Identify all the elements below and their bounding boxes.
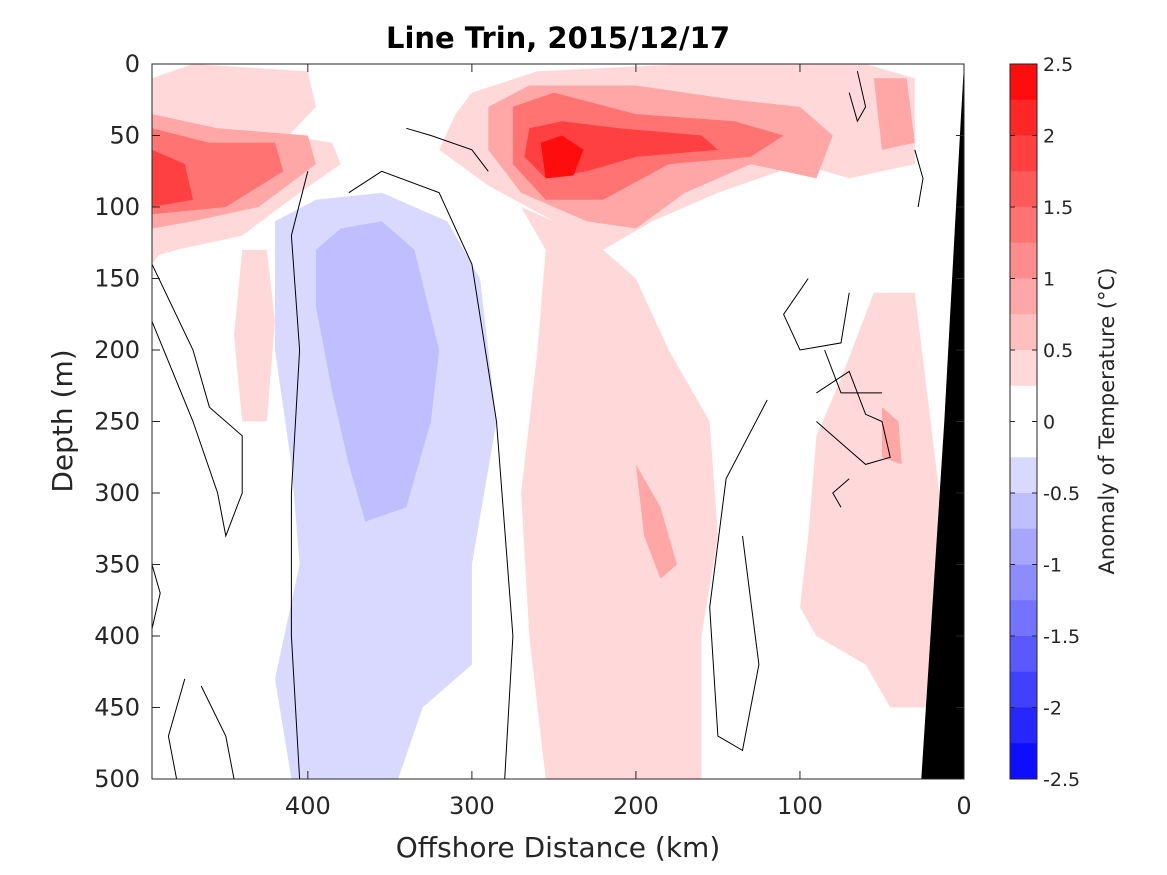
colorbar-swatch [1010, 99, 1037, 136]
colorbar-title: Anomaly of Temperature (°C) [1095, 268, 1119, 575]
zero-contour [816, 370, 891, 465]
anomaly-region [521, 207, 718, 779]
y-axis: 0 50 100 150 200 250 300 350 400 450 500 [94, 50, 964, 793]
chart-title: Line Trin, 2015/12/17 [386, 21, 730, 55]
colorbar-swatch [1010, 314, 1037, 351]
anomaly-region [234, 249, 275, 422]
y-tick-label: 150 [94, 265, 140, 293]
zero-contour [709, 399, 768, 752]
x-tick-label: 0 [956, 792, 971, 820]
colorbar-swatch [1010, 385, 1037, 422]
x-tick-label: 100 [777, 792, 823, 820]
y-tick-label: 500 [94, 765, 140, 793]
anomaly-region [540, 135, 584, 179]
colorbar-swatch [1010, 743, 1037, 780]
x-axis: 400 300 200 100 0 [285, 64, 972, 820]
zero-contour [914, 149, 924, 208]
y-tick-label: 100 [94, 193, 140, 221]
anomaly-region [800, 292, 940, 708]
colorbar-swatch [1010, 636, 1037, 673]
zero-contour [290, 171, 309, 779]
colorbar-tick-label: -1 [1043, 555, 1062, 577]
y-tick-label: 250 [94, 408, 140, 436]
anomaly-fields [152, 64, 940, 779]
colorbar-swatch [1010, 278, 1037, 315]
colorbar-swatch [1010, 457, 1037, 494]
colorbar-swatch [1010, 350, 1037, 387]
y-tick-label: 350 [94, 551, 140, 579]
colorbar-tick-label: -1.5 [1043, 626, 1080, 648]
colorbar-tick-label: -2 [1043, 698, 1062, 720]
zero-contour [406, 127, 489, 172]
zero-contour [152, 263, 243, 538]
colorbar-tick-label: 2.5 [1043, 54, 1073, 76]
colorbar-tick-label: 0.5 [1043, 340, 1073, 362]
anomaly-region [882, 407, 902, 465]
plot-area [152, 64, 964, 779]
zero-contour [167, 678, 186, 779]
zero-contours [152, 71, 924, 779]
zero-contour [200, 685, 235, 779]
colorbar-tick-label: 0 [1043, 412, 1055, 434]
anomaly-region [316, 221, 440, 522]
zero-contour [848, 71, 867, 123]
colorbar-tick-label: 1.5 [1043, 197, 1073, 219]
colorbar-swatch [1010, 671, 1037, 708]
colorbar-tick-label: 1 [1043, 269, 1055, 291]
colorbar-swatch [1010, 493, 1037, 530]
colorbar-tick-label: -0.5 [1043, 483, 1080, 505]
y-tick-label: 300 [94, 479, 140, 507]
anomaly-region [873, 78, 915, 150]
y-tick-label: 400 [94, 622, 140, 650]
zero-contour [824, 349, 882, 394]
colorbar-swatch [1010, 207, 1037, 244]
colorbar-swatch [1010, 242, 1037, 279]
colorbar-swatch [1010, 171, 1037, 208]
zero-contour [783, 278, 850, 351]
y-tick-label: 200 [94, 336, 140, 364]
anomaly-region [635, 464, 677, 579]
colorbar-swatch [1010, 64, 1037, 101]
colorbar-tick-label: -2.5 [1043, 769, 1080, 791]
y-axis-title: Depth (m) [46, 349, 79, 492]
y-tick-label: 450 [94, 694, 140, 722]
colorbar-swatch [1010, 135, 1037, 172]
colorbar-swatch [1010, 707, 1037, 744]
y-tick-label: 50 [109, 122, 140, 150]
y-tick-label: 0 [125, 50, 140, 78]
colorbar-tick-label: 2 [1043, 126, 1055, 148]
x-tick-label: 300 [449, 792, 495, 820]
colorbar-swatch [1010, 600, 1037, 637]
x-axis-title: Offshore Distance (km) [396, 831, 721, 864]
zero-contour [348, 170, 514, 779]
bathymetry-mask [921, 64, 964, 779]
colorbar-swatch [1010, 564, 1037, 601]
zero-contour [832, 478, 850, 508]
x-tick-label: 200 [613, 792, 659, 820]
colorbar: 2.5 2 1.5 1 0.5 0 -0.5 -1 -1.5 -2 -2.5 [1009, 54, 1080, 791]
anomaly-region [152, 149, 193, 207]
x-tick-label: 400 [285, 792, 331, 820]
zero-contour [152, 564, 161, 630]
colorbar-swatch [1010, 528, 1037, 565]
colorbar-swatch [1010, 421, 1037, 458]
